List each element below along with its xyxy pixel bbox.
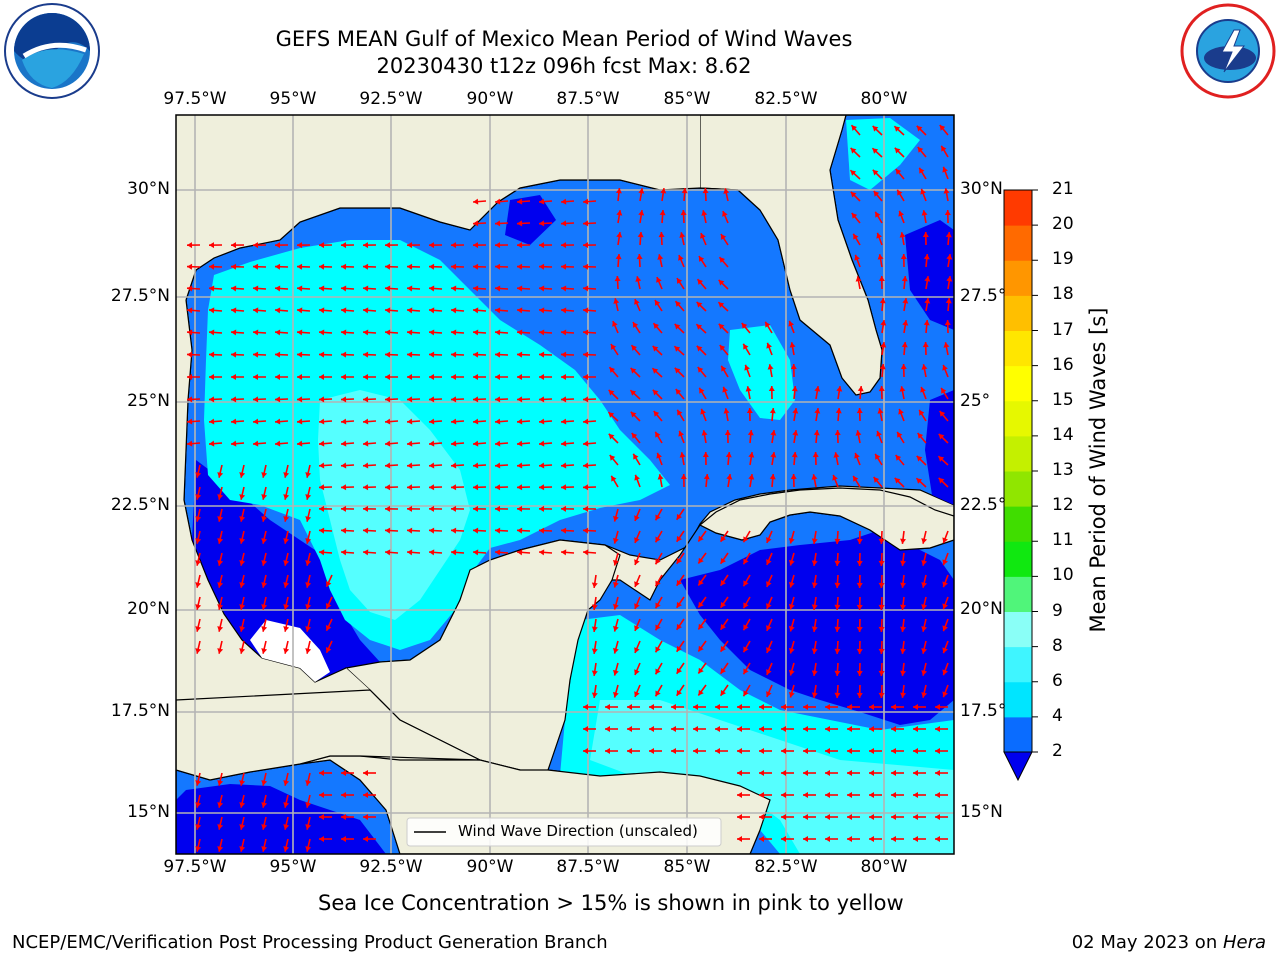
colorbar-segment (1004, 365, 1032, 402)
colorbar-tick-label: 12 (1052, 495, 1074, 516)
lon-label-top: 90°W (466, 89, 514, 109)
colorbar-tick-label: 21 (1052, 179, 1074, 199)
direction-legend (406, 817, 722, 847)
lon-label-top: 85°W (663, 89, 711, 109)
map-title: GEFS MEAN Gulf of Mexico Mean Period of … (275, 27, 853, 51)
lon-label-top: 95°W (269, 89, 317, 109)
grid-lines (176, 115, 954, 854)
colorbar-tick-label: 9 (1052, 600, 1063, 621)
lon-label-bottom: 80°W (860, 857, 908, 877)
lat-label-left: 20°N (127, 599, 170, 619)
colorbar-segment (1004, 225, 1032, 261)
footer-date: 02 May 2023 on Hera (1071, 932, 1266, 953)
lon-label-top: 97.5°W (163, 89, 227, 109)
colorbar-title: Mean Period of Wind Waves [s] (1086, 307, 1110, 633)
lon-label-bottom: 97.5°W (163, 857, 227, 877)
colorbar-extend-triangle (1003, 751, 1033, 782)
colorbar-tick-label: 6 (1052, 670, 1063, 691)
lon-label-bottom: 92.5°W (359, 857, 423, 877)
lat-label-right: 15°N (960, 802, 1003, 822)
lat-label-left: 15°N (127, 802, 170, 822)
lon-label-bottom: 95°W (269, 857, 317, 877)
lat-label-right: 22.5° (960, 495, 1007, 515)
noaa-logo (4, 3, 100, 99)
map-subtitle: 20230430 t12z 096h fcst Max: 8.62 (376, 54, 752, 78)
wind-wave-arrows (186, 124, 953, 852)
lon-label-bottom: 85°W (663, 857, 711, 877)
lon-label-bottom: 87.5°W (556, 857, 620, 877)
lon-label-top: 82.5°W (754, 89, 818, 109)
lat-label-left: 30°N (127, 179, 170, 199)
colorbar (1003, 189, 1038, 782)
lat-label-left: 22.5°N (110, 495, 170, 515)
colorbar-segment (1004, 190, 1032, 226)
colorbar-segment (1004, 471, 1032, 507)
lon-label-top: 80°W (860, 89, 908, 109)
colorbar-tick-label: 15 (1052, 389, 1074, 410)
colorbar-segment (1004, 506, 1032, 542)
colorbar-tick-label: 13 (1052, 460, 1074, 480)
legend-text: Wind Wave Direction (unscaled) (458, 822, 698, 840)
colorbar-tick-label: 4 (1052, 705, 1063, 726)
colorbar-tick-label: 19 (1052, 249, 1074, 270)
colorbar-segment (1004, 435, 1032, 472)
lat-label-right: 25° (960, 391, 991, 411)
sea-ice-note: Sea Ice Concentration > 15% is shown in … (318, 891, 904, 915)
colorbar-tick-label: 14 (1052, 424, 1074, 445)
colorbar-segment (1004, 400, 1032, 437)
lat-label-right: 20°N (960, 599, 1003, 619)
colorbar-segment (1004, 611, 1032, 648)
colorbar-tick-label: 16 (1052, 354, 1074, 375)
colorbar-tick-label: 20 (1052, 214, 1074, 235)
colorbar-segment (1004, 260, 1032, 296)
lon-label-top: 92.5°W (359, 89, 423, 109)
lat-label-left: 25°N (127, 391, 170, 411)
colorbar-tick-label: 8 (1052, 635, 1063, 656)
colorbar-segment (1004, 576, 1032, 612)
colorbar-segment (1004, 646, 1032, 683)
lon-label-bottom: 90°W (466, 857, 514, 877)
colorbar-segment (1004, 295, 1032, 331)
colorbar-tick-label: 18 (1052, 284, 1074, 305)
lat-label-right: 27.5° (960, 286, 1007, 306)
footer-credit: NCEP/EMC/Verification Post Processing Pr… (12, 932, 608, 953)
footer-host: Hera (1222, 932, 1266, 953)
colorbar-segment (1004, 681, 1032, 718)
colorbar-tick-label: 2 (1052, 741, 1063, 761)
colorbar-segment (1004, 330, 1032, 367)
lon-label-bottom: 82.5°W (754, 857, 818, 877)
lat-label-left: 27.5°N (110, 286, 170, 306)
lat-label-left: 17.5°N (110, 701, 170, 721)
colorbar-tick-label: 10 (1052, 565, 1074, 586)
map-frame (175, 114, 955, 855)
colorbar-segment (1004, 541, 1032, 577)
nws-logo (1180, 3, 1276, 99)
colorbar-segment (1004, 716, 1032, 753)
cuba-land (698, 487, 954, 551)
colorbar-tick-label: 17 (1052, 319, 1074, 340)
lat-label-right: 17.5° (960, 701, 1007, 721)
lon-label-top: 87.5°W (556, 89, 620, 109)
colorbar-tick-label: 11 (1052, 530, 1074, 551)
lat-label-right: 30°N (960, 179, 1003, 199)
florida-land (699, 115, 883, 396)
